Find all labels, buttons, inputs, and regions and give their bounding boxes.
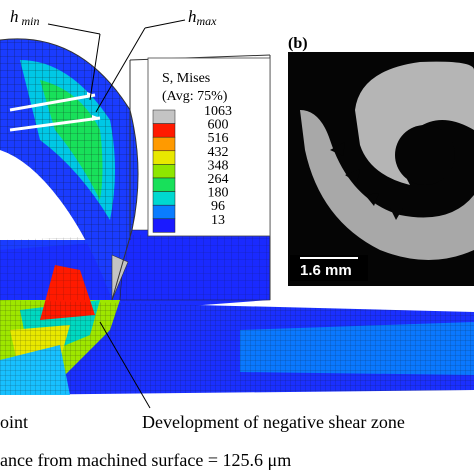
h-max-label: hmax — [188, 7, 217, 28]
legend-swatch — [152, 177, 176, 192]
annotation: Development of negative shear zone — [142, 412, 405, 432]
legend-swatch — [152, 123, 176, 138]
legend-swatch — [152, 204, 176, 220]
legend-subtitle: (Avg: 75%) — [162, 89, 228, 104]
caption: ance from machined surface = 125.6 μm — [0, 450, 291, 470]
h-min-symbol: h — [10, 7, 19, 26]
h-max-subscript: max — [197, 14, 218, 28]
legend-value: 348 — [208, 158, 229, 173]
scale-bar-label: 1.6 mm — [300, 262, 352, 279]
legend-title: S, Mises — [162, 71, 210, 86]
legend-value: 1063 — [204, 104, 232, 119]
legend-value: 432 — [208, 145, 229, 160]
fem-simulation — [0, 19, 474, 409]
legend-value: 600 — [208, 118, 229, 133]
legend-swatch — [152, 218, 176, 233]
legend-swatch — [152, 164, 176, 179]
legend-swatch — [152, 136, 176, 152]
micrograph — [288, 52, 474, 286]
legend-swatch — [152, 109, 176, 124]
panel-label: (b) — [288, 35, 308, 52]
legend-swatch — [152, 191, 176, 206]
legend-value: 96 — [211, 199, 225, 214]
legend-value: 264 — [208, 172, 229, 187]
h-min-label: h min — [10, 7, 40, 28]
h-min-subscript: min — [22, 14, 40, 28]
h-max-symbol: h — [188, 7, 197, 26]
legend-value: 516 — [208, 131, 229, 146]
legend-swatch — [152, 150, 176, 165]
legend-value: 180 — [208, 186, 229, 201]
legend: S, Mises (Avg: 75%) 10636005164323482641… — [147, 57, 271, 237]
legend-value: 13 — [211, 213, 225, 228]
left-label: oint — [0, 412, 28, 432]
